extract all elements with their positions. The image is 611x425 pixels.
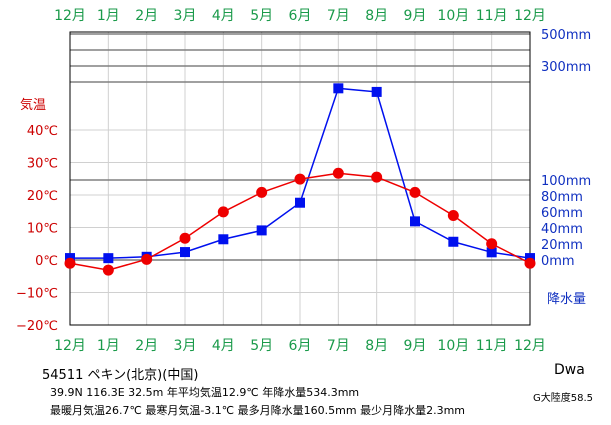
temperature-point	[524, 257, 536, 269]
month-label-bottom: 11月	[476, 338, 508, 354]
temperature-point	[217, 206, 229, 218]
precipitation-tick-label: 40mm	[541, 222, 583, 237]
temperature-point	[64, 257, 76, 269]
temperature-tick-label: 0℃	[35, 254, 58, 269]
month-label-top: 3月	[174, 8, 197, 24]
month-label-bottom: 9月	[404, 338, 427, 354]
temperature-point	[179, 232, 191, 244]
chart-grid	[70, 32, 530, 326]
precipitation-tick-label: 80mm	[541, 190, 583, 205]
precipitation-tick-label: 20mm	[541, 238, 583, 253]
month-label-top: 5月	[250, 8, 273, 24]
precipitation-tick-label: 300mm	[541, 60, 591, 75]
temperature-tick-label: 10℃	[27, 222, 58, 237]
precipitation-tick-label: 60mm	[541, 206, 583, 221]
temperature-point	[486, 238, 498, 250]
month-label-top: 10月	[437, 8, 469, 24]
precipitation-point	[486, 247, 497, 258]
month-label-top: 12月	[514, 8, 546, 24]
month-label-bottom: 5月	[250, 338, 273, 354]
temperature-axis-title: 気温	[20, 97, 46, 113]
temperature-axis: 40℃ 30℃ 20℃ 10℃ 0℃ −10℃ −20℃	[16, 124, 58, 334]
month-label-top: 12月	[54, 8, 86, 24]
temperature-tick-label: 20℃	[27, 189, 58, 204]
plot-border	[69, 31, 531, 326]
temperature-point	[447, 209, 459, 221]
month-labels-top: 12月 1月 2月 3月 4月 5月 6月 7月 8月 9月 10月 11月 12月	[54, 8, 546, 24]
temperature-point	[332, 167, 344, 179]
temperature-point	[409, 186, 421, 198]
month-label-bottom: 3月	[174, 338, 197, 354]
month-label-bottom: 2月	[135, 338, 158, 354]
month-label-top: 8月	[365, 8, 388, 24]
precipitation-point	[103, 253, 114, 264]
month-label-bottom: 12月	[514, 338, 546, 354]
month-label-bottom: 8月	[365, 338, 388, 354]
precipitation-point	[333, 83, 344, 94]
precipitation-point	[180, 247, 190, 258]
month-label-top: 2月	[135, 8, 158, 24]
precipitation-point	[218, 234, 229, 245]
month-label-bottom: 1月	[97, 338, 120, 354]
precipitation-point	[295, 197, 305, 208]
precipitation-point	[410, 216, 420, 227]
temperature-tick-label: −10℃	[16, 287, 58, 302]
plot-frame	[69, 31, 531, 326]
temperature-point	[102, 264, 114, 276]
precipitation-tick-label: 100mm	[541, 174, 591, 189]
station-title: 54511 ペキン(北京)(中国)	[42, 368, 199, 383]
month-label-top: 9月	[404, 8, 427, 24]
station-stats-line2: 最暖月気温26.7℃ 最寒月気温-3.1℃ 最多月降水量160.5mm 最少月降…	[50, 404, 465, 417]
precipitation-tick-label: 500mm	[541, 28, 591, 43]
precipitation-axis-title: 降水量	[547, 292, 586, 307]
temperature-tick-label: 40℃	[27, 124, 58, 139]
temperature-series	[64, 167, 536, 276]
temperature-tick-label: 30℃	[27, 157, 58, 172]
koppen-classification: Dwa	[554, 362, 585, 378]
precipitation-point	[256, 225, 267, 236]
precipitation-point	[448, 236, 459, 247]
month-label-bottom: 7月	[327, 338, 350, 354]
month-label-bottom: 10月	[437, 338, 469, 354]
temperature-point	[141, 253, 153, 265]
temperature-point	[294, 173, 306, 185]
precipitation-point	[371, 86, 382, 97]
month-label-top: 7月	[327, 8, 350, 24]
month-label-bottom: 6月	[289, 338, 312, 354]
temperature-tick-label: −20℃	[16, 319, 58, 334]
continentality-index: G大陸度58.5	[533, 393, 594, 404]
month-label-top: 4月	[212, 8, 235, 24]
temperature-point	[256, 186, 268, 198]
station-stats-line1: 39.9N 116.3E 32.5m 年平均気温12.9℃ 年降水量534.3m…	[50, 386, 360, 399]
month-label-top: 11月	[476, 8, 508, 24]
month-label-top: 1月	[97, 8, 120, 24]
month-labels-bottom: 12月 1月 2月 3月 4月 5月 6月 7月 8月 9月 10月 11月 12月	[54, 338, 546, 354]
precipitation-tick-label: 0mm	[541, 254, 575, 269]
month-label-bottom: 12月	[54, 338, 86, 354]
month-label-top: 6月	[289, 8, 312, 24]
temperature-point	[371, 171, 383, 183]
month-label-bottom: 4月	[212, 338, 235, 354]
